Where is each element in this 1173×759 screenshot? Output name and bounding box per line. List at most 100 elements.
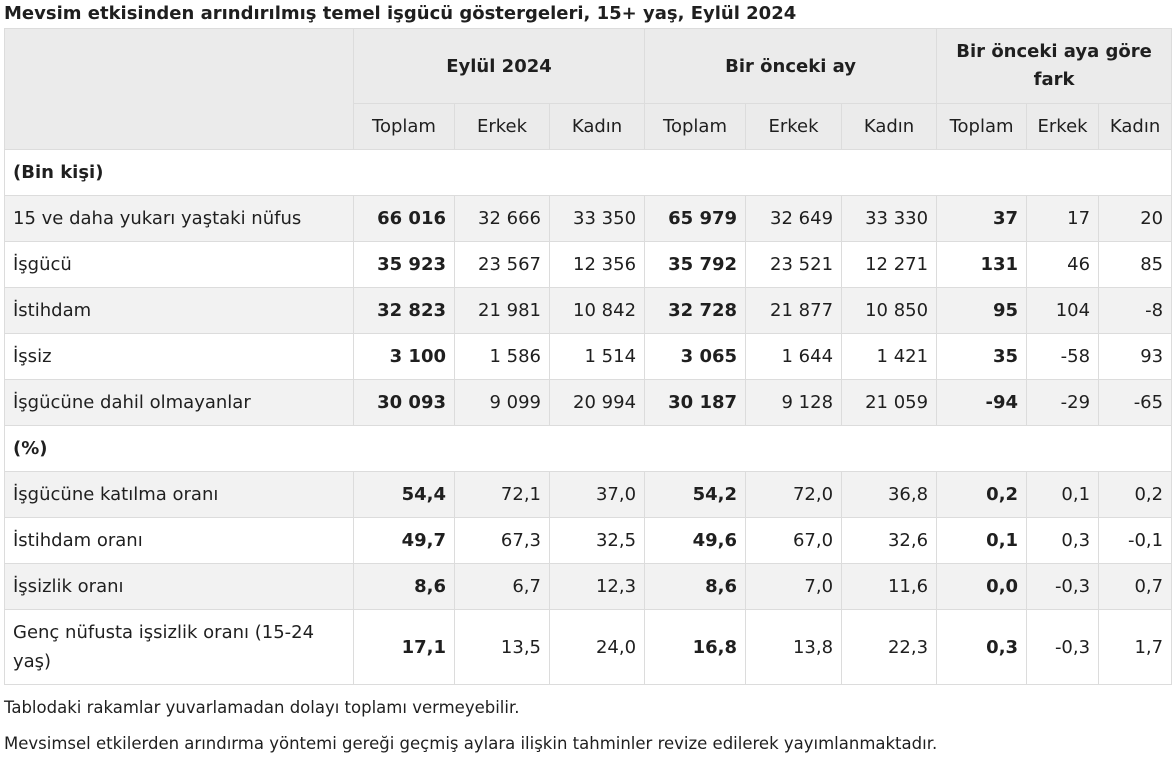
table-cell: 36,8 <box>841 471 938 518</box>
table-cell: 21 981 <box>454 287 550 334</box>
table-cell: 0,7 <box>1098 563 1173 610</box>
table-cell: 35 <box>936 333 1028 380</box>
table-cell: 21 059 <box>841 379 938 426</box>
table-cell: 16,8 <box>644 609 747 685</box>
row-label: 15 ve daha yukarı yaştaki nüfus <box>4 195 354 242</box>
table-cell: 35 792 <box>644 241 747 288</box>
table-cell: 49,6 <box>644 517 747 564</box>
table-cell: 95 <box>936 287 1028 334</box>
table-body: (Bin kişi) 15 ve daha yukarı yaştaki nüfu… <box>3 149 1173 685</box>
table-row: İşsiz 3 100 1 586 1 514 3 065 1 644 1 421 35 -58… <box>4 333 1173 380</box>
subheader-erkek: Erkek <box>1026 103 1100 150</box>
labour-indicators-table: Eylül 2024 Bir önceki ay Bir önceki aya … <box>3 28 1173 685</box>
table-cell: -0,3 <box>1026 609 1100 685</box>
table-cell: 8,6 <box>644 563 747 610</box>
table-cell: 30 187 <box>644 379 747 426</box>
table-cell: 0,3 <box>1026 517 1100 564</box>
table-cell: -0,1 <box>1098 517 1173 564</box>
table-cell: 24,0 <box>548 609 646 685</box>
row-label: İstihdam oranı <box>4 517 354 564</box>
row-label: İşsizlik oranı <box>4 563 354 610</box>
table-cell: 13,8 <box>745 609 843 685</box>
table-cell: 54,4 <box>353 471 455 518</box>
table-cell: 23 521 <box>745 241 843 288</box>
table-cell: 30 093 <box>353 379 455 426</box>
table-cell: 17,1 <box>353 609 455 685</box>
table-cell: 6,7 <box>454 563 550 610</box>
table-cell: 46 <box>1026 241 1100 288</box>
table-cell: -94 <box>936 379 1028 426</box>
table-cell: 3 100 <box>353 333 455 380</box>
row-label: Genç nüfusta işsizlik oranı (15-24 yaş) <box>4 609 354 685</box>
table-cell: 32,5 <box>548 517 646 564</box>
table-cell: 9 099 <box>454 379 550 426</box>
table-cell: 67,0 <box>745 517 843 564</box>
table-cell: 13,5 <box>454 609 550 685</box>
table-cell: -58 <box>1026 333 1100 380</box>
subheader-toplam: Toplam <box>936 103 1028 150</box>
table-cell: 32 823 <box>353 287 455 334</box>
table-cell: 85 <box>1098 241 1173 288</box>
table-cell: 67,3 <box>454 517 550 564</box>
row-label: İşgücüne dahil olmayanlar <box>4 379 354 426</box>
table-title: Mevsim etkisinden arındırılmış temel işg… <box>4 3 797 24</box>
table-cell: 23 567 <box>454 241 550 288</box>
table-cell: 72,1 <box>454 471 550 518</box>
table-cell: -65 <box>1098 379 1173 426</box>
row-label: İşgücü <box>4 241 354 288</box>
table-cell: 1 514 <box>548 333 646 380</box>
table-cell: 33 350 <box>548 195 646 242</box>
table-cell: 7,0 <box>745 563 843 610</box>
table-row: Genç nüfusta işsizlik oranı (15-24 yaş) 1… <box>4 609 1173 685</box>
table-cell: 20 994 <box>548 379 646 426</box>
table-cell: -29 <box>1026 379 1100 426</box>
table-cell: 0,3 <box>936 609 1028 685</box>
section-row: (%) <box>3 425 1173 472</box>
header-group-previous: Bir önceki ay <box>644 28 938 104</box>
table-cell: 9 128 <box>745 379 843 426</box>
header-row-groups: Eylül 2024 Bir önceki ay Bir önceki aya … <box>4 28 1173 150</box>
table-cell: 10 850 <box>841 287 938 334</box>
table-cell: 32,6 <box>841 517 938 564</box>
table-row: İşgücü 35 923 23 567 12 356 35 792 23 521 12 2… <box>4 241 1173 288</box>
table-row: İstihdam 32 823 21 981 10 842 32 728 21 877 10… <box>4 287 1173 334</box>
subheader-erkek: Erkek <box>745 103 843 150</box>
table-cell: 49,7 <box>353 517 455 564</box>
section-title: (%) <box>3 425 1173 472</box>
table-cell: 32 649 <box>745 195 843 242</box>
table-cell: 32 728 <box>644 287 747 334</box>
table-cell: 66 016 <box>353 195 455 242</box>
table-cell: 20 <box>1098 195 1173 242</box>
header-group-current: Eylül 2024 <box>352 28 646 104</box>
header-row-subcolumns: Toplam Erkek Kadın Toplam Erkek Kadın To… <box>5 103 1173 150</box>
table-row: İstihdam oranı 49,7 67,3 32,5 49,6 67,0 32,6 0,… <box>4 517 1173 564</box>
table-cell: 131 <box>936 241 1028 288</box>
table-row: İşsizlik oranı 8,6 6,7 12,3 8,6 7,0 11,6 0,0 -0,… <box>4 563 1173 610</box>
table-cell: 17 <box>1026 195 1100 242</box>
table-cell: 8,6 <box>353 563 455 610</box>
row-label: İstihdam <box>4 287 354 334</box>
section-row: (Bin kişi) <box>3 149 1173 196</box>
table-cell: 37,0 <box>548 471 646 518</box>
table-cell: 1 586 <box>454 333 550 380</box>
table-cell: 104 <box>1026 287 1100 334</box>
table-cell: 11,6 <box>841 563 938 610</box>
table-cell: 12,3 <box>548 563 646 610</box>
table-cell: 21 877 <box>745 287 843 334</box>
table-cell: 3 065 <box>644 333 747 380</box>
table-row: 15 ve daha yukarı yaştaki nüfus 66 016 32 … <box>4 195 1173 242</box>
table-cell: 54,2 <box>644 471 747 518</box>
table-cell: 0,2 <box>936 471 1028 518</box>
footnote-revision: Mevsimsel etkilerden arındırma yöntemi g… <box>4 734 938 753</box>
section-title: (Bin kişi) <box>3 149 1173 196</box>
table-cell: 10 842 <box>548 287 646 334</box>
table-cell: -0,3 <box>1026 563 1100 610</box>
subheader-toplam: Toplam <box>353 103 455 150</box>
table-cell: 1,7 <box>1098 609 1173 685</box>
footnote-rounding: Tablodaki rakamlar yuvarlamadan dolayı t… <box>4 698 520 717</box>
table-row: İşgücüne katılma oranı 54,4 72,1 37,0 54,2 72… <box>4 471 1173 518</box>
table-cell: 0,2 <box>1098 471 1173 518</box>
table-cell: 1 644 <box>745 333 843 380</box>
subheader-kadin: Kadın <box>1098 103 1173 150</box>
table-cell: 0,0 <box>936 563 1028 610</box>
